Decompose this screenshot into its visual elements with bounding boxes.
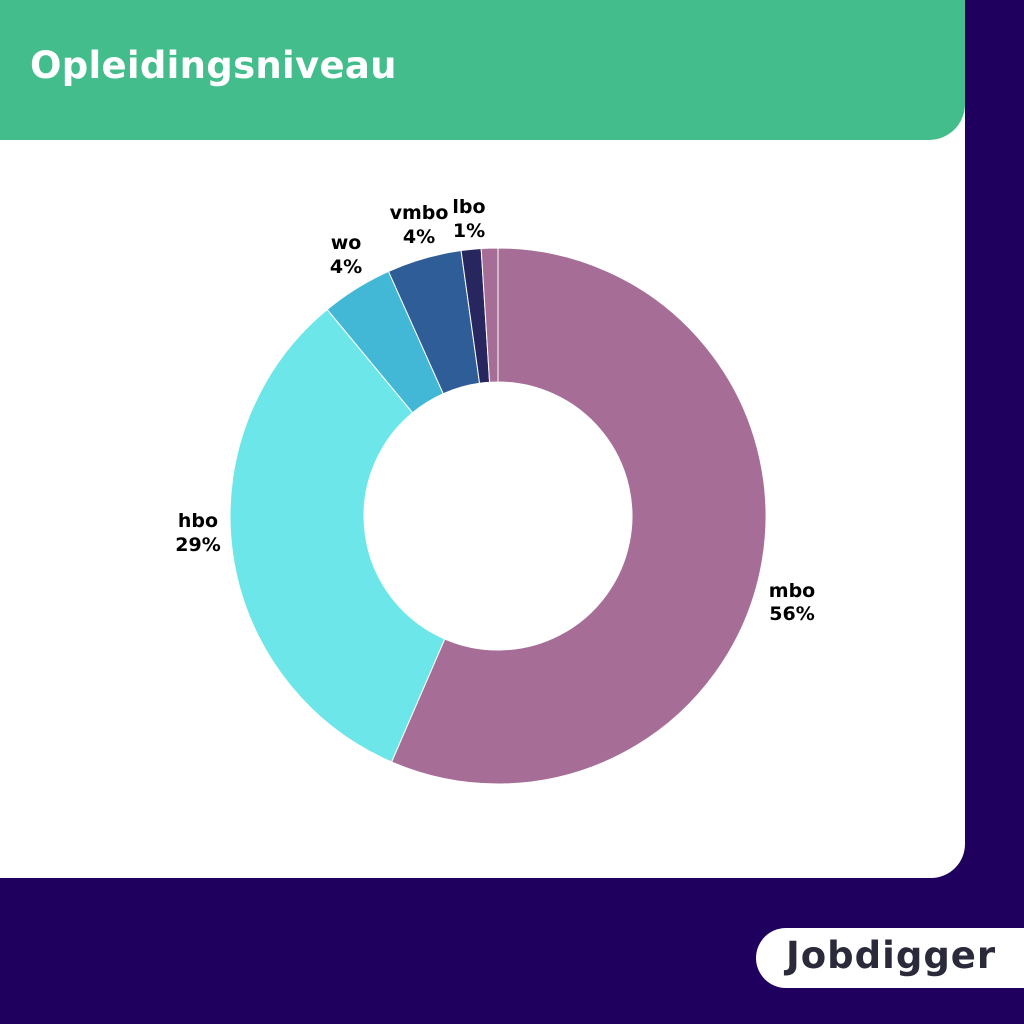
chart-card: Opleidingsniveau mbo 56% hbo 29% wo 4% v…	[0, 0, 965, 878]
slice-extra-5	[480, 247, 499, 383]
label-wo-name: wo	[331, 232, 362, 254]
label-mbo-pct: 56%	[769, 603, 814, 625]
page-title: Opleidingsniveau	[30, 44, 397, 87]
label-lbo-name: lbo	[452, 196, 485, 218]
donut-chart: mbo 56% hbo 29% wo 4% vmbo 4% lbo 1%	[175, 196, 815, 785]
jobdigger-logo: Jobdigger	[786, 934, 997, 977]
header-bar: Opleidingsniveau	[0, 0, 965, 140]
donut-slices	[229, 247, 767, 785]
label-hbo-name: hbo	[178, 510, 218, 532]
slice-mbo	[390, 247, 767, 785]
label-hbo-pct: 29%	[175, 534, 220, 556]
label-mbo-name: mbo	[769, 580, 815, 602]
label-lbo-pct: 1%	[453, 220, 485, 242]
label-wo-pct: 4%	[330, 256, 362, 278]
slice-hbo	[229, 308, 446, 763]
label-vmbo-name: vmbo	[390, 202, 449, 224]
jobdigger-logo-badge: Jobdigger	[756, 928, 1024, 988]
label-vmbo-pct: 4%	[403, 226, 435, 248]
